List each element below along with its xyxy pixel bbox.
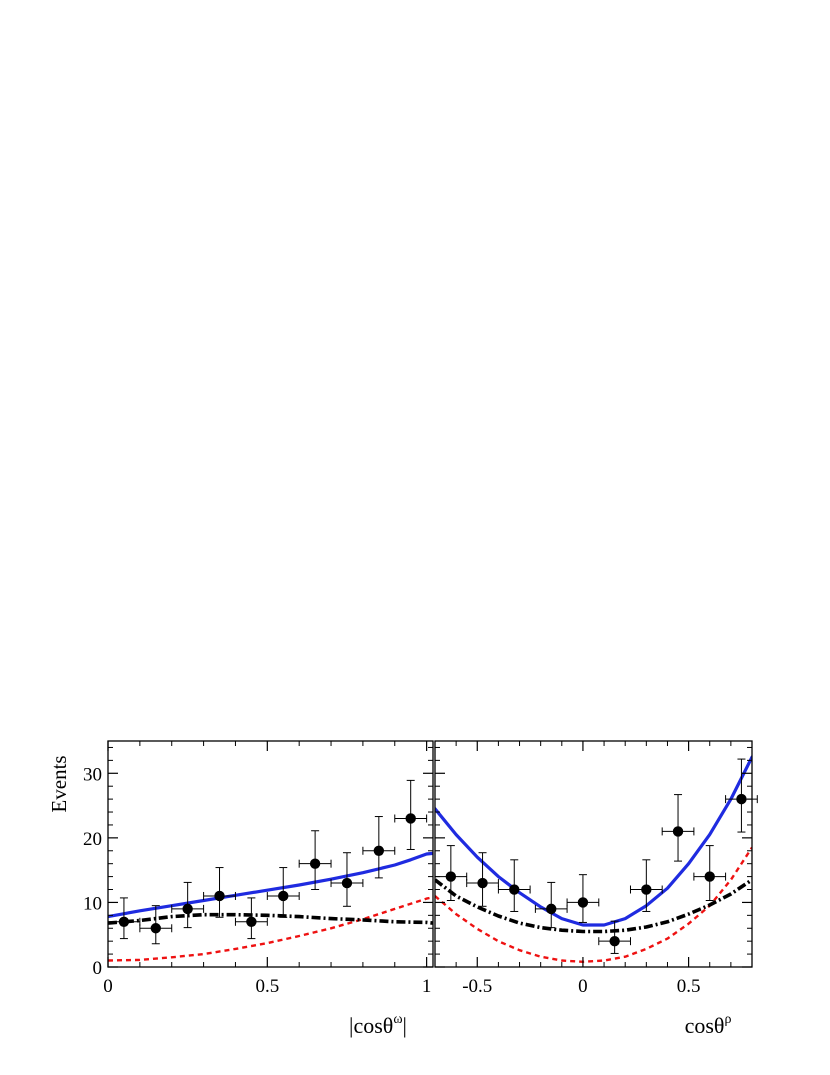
x-tick-label: 1 [422, 976, 432, 997]
data-point [497, 859, 531, 912]
data-point [266, 867, 300, 918]
plot-frame [434, 740, 753, 968]
curve-dashed [435, 846, 752, 963]
data-marker [405, 813, 416, 824]
data-point [330, 852, 364, 907]
data-marker [182, 903, 193, 915]
data-point [362, 816, 396, 879]
data-marker [546, 903, 557, 915]
y-tick-label: 20 [83, 829, 102, 850]
x-tick-label: 0 [103, 976, 113, 997]
y-axis-label: Events [47, 755, 71, 812]
data-point [566, 874, 600, 923]
x-axis-label: |cosθω| [349, 1012, 407, 1038]
data-point [725, 758, 758, 833]
curve-group [435, 755, 752, 963]
data-point [139, 905, 173, 945]
data-marker [150, 923, 161, 934]
y-tick-label: 10 [83, 893, 102, 914]
data-marker [309, 858, 321, 869]
y-tick-label: 30 [83, 764, 102, 785]
data-point [298, 830, 332, 891]
data-marker [704, 871, 715, 882]
data-marker [445, 871, 457, 882]
data-point [598, 920, 631, 954]
data-point [629, 859, 663, 912]
data-marker [736, 793, 747, 805]
curve-dashdot [435, 878, 752, 934]
data-point [203, 867, 236, 918]
data-marker [373, 845, 385, 856]
data-marker [477, 877, 488, 889]
plot-frame [107, 740, 434, 968]
data-marker [509, 884, 520, 895]
x-tick-label: -0.5 [462, 976, 492, 997]
data-point [693, 845, 727, 901]
data-marker [609, 935, 620, 947]
data-point [394, 779, 428, 850]
x-tick-label: 0 [578, 976, 588, 997]
data-marker [341, 877, 353, 889]
data-marker [577, 897, 589, 908]
data-marker [118, 916, 130, 927]
data-marker [672, 826, 684, 837]
x-axis-label: cosθρ [685, 1012, 732, 1038]
x-tick-label: 0.5 [677, 976, 701, 997]
data-marker [278, 890, 289, 902]
x-tick-label: 0.5 [255, 976, 279, 997]
curve-solid [435, 755, 752, 927]
data-point [534, 881, 568, 929]
curve-dashed [108, 896, 433, 962]
data-marker [641, 884, 652, 895]
data-point [234, 897, 268, 940]
data-marker [214, 890, 225, 902]
data-point [171, 881, 205, 929]
data-marker [246, 916, 257, 927]
y-tick-label: 0 [93, 958, 103, 979]
right-panel: -0.5 0 0.5 cosθρ [434, 740, 758, 1038]
data-point [661, 794, 695, 862]
